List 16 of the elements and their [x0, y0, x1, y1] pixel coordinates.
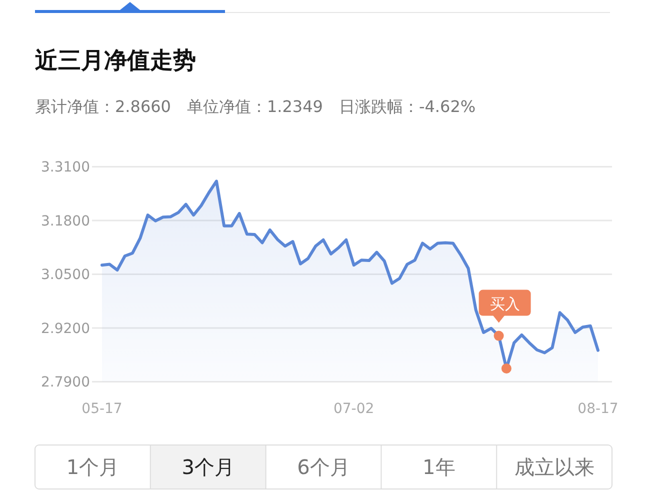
text: 成立以来 [514, 455, 594, 479]
y-tick-label: 2.9200 [41, 320, 90, 337]
text: 3个月 [182, 455, 234, 479]
x-tick-label: 05-17 [82, 401, 122, 417]
annotation: 买入 [490, 294, 520, 313]
y-tick-label: 3.3100 [41, 160, 90, 176]
y-tick-label: 3.1800 [41, 213, 90, 230]
text: 1年 [422, 455, 456, 479]
x-tick-label: 08-17 [578, 401, 618, 417]
text: 1个月 [66, 455, 120, 479]
chart-title: 近三月净值走势 [34, 48, 196, 74]
chart-subtitle: 累计净值：2.8660 单位净值：1.2349 日涨跌幅：-4.62% [35, 97, 476, 116]
y-tick-label: 3.0500 [41, 267, 90, 284]
y-tick-label: 2.7900 [41, 374, 90, 391]
x-tick-label: 07-02 [333, 401, 374, 417]
text: 6个月 [297, 455, 350, 479]
